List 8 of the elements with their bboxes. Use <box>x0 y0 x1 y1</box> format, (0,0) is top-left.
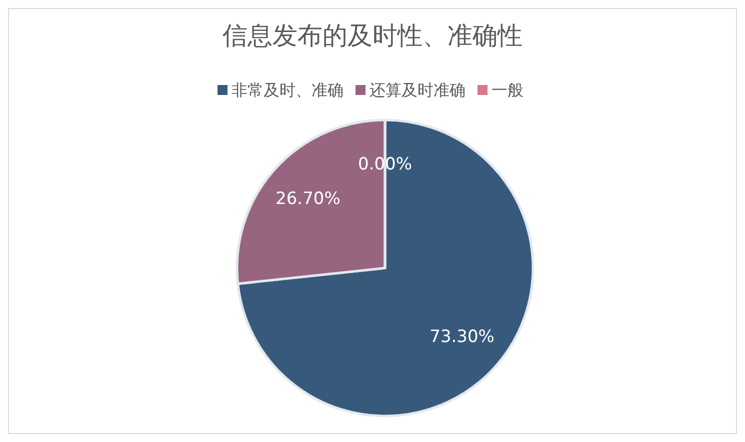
pie-slice <box>236 118 534 418</box>
legend-label: 非常及时、准确 <box>232 80 344 100</box>
data-label: 26.70% <box>276 188 340 209</box>
chart-title: 信息发布的及时性、准确性 <box>222 21 522 50</box>
data-label: 73.30% <box>430 327 494 348</box>
text: 0.00% <box>358 154 412 174</box>
legend-label: 一般 <box>492 80 524 100</box>
legend-label: 还算及时准确 <box>370 80 466 100</box>
